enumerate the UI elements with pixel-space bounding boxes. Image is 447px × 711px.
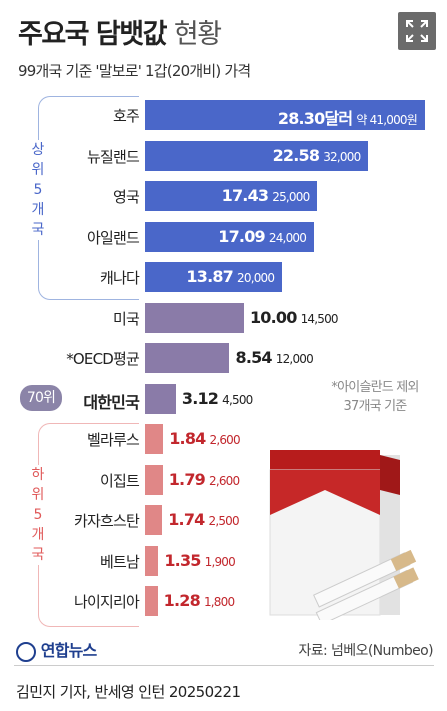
bar (145, 262, 283, 292)
value-krw: 1,900 (204, 554, 236, 569)
category-label: 대한민국 (83, 392, 139, 412)
credit: 김민지 기자, 반세영 인턴 20250221 (16, 683, 241, 701)
value-krw: 25,000 (272, 190, 310, 204)
value-usd: 28.30달러 (277, 109, 353, 128)
value-usd: 17.09 (218, 226, 265, 246)
value-label: 1.28 1,800 (164, 591, 235, 610)
value-krw: 1,800 (203, 595, 235, 609)
bar (145, 140, 369, 171)
value-label: 28.30달러 약 41,000원 (277, 105, 418, 129)
value-label: 8.54 12,000 (235, 348, 314, 367)
category-label: 미국 (112, 309, 140, 328)
value-usd: 1.84 (169, 429, 206, 448)
category-label: 베트남 (99, 552, 140, 571)
divider (14, 665, 434, 666)
bar (145, 545, 159, 576)
value-usd: 1.79 (168, 469, 206, 489)
value-label: 10.00 14,500 (249, 307, 339, 327)
bar (145, 424, 164, 454)
value-usd: 13.87 (186, 267, 234, 286)
source: 자료: 넘베오(Numbeo) (298, 643, 433, 659)
category-label: 벨라루스 (86, 431, 140, 449)
value-label: 1.79 2,600 (169, 470, 240, 489)
value-label: 3.12 4,500 (182, 389, 253, 408)
bar (145, 343, 230, 373)
category-label: 나이지리아 (73, 593, 140, 611)
value-usd: 8.54 (235, 348, 272, 367)
bar (145, 383, 176, 414)
value-label: 22.58 32,000 (272, 145, 362, 165)
value-krw: 약 41,000원 (356, 113, 417, 127)
category-label: 호주 (112, 107, 140, 125)
footnote: *아이슬란드 제외 37개국 기준 (300, 378, 447, 416)
value-label: 17.09 24,000 (218, 226, 307, 246)
footnote-line-2: 37개국 기준 (343, 399, 408, 414)
category-label: 아일랜드 (86, 228, 140, 247)
bar (145, 100, 425, 130)
value-usd: 22.58 (272, 145, 320, 165)
value-krw: 14,500 (300, 311, 339, 326)
value-usd: 3.12 (181, 388, 219, 408)
bar (145, 181, 318, 211)
bar (145, 505, 163, 535)
subtitle: 99개국 기준 '말보로' 1갑(20개비) 가격 (18, 62, 251, 80)
category-label: *OECD평균 (66, 350, 140, 368)
category-label: 이집트 (99, 471, 140, 490)
value-krw: 2,600 (208, 473, 240, 488)
title-bold: 주요국 담뱃값 (18, 19, 167, 50)
logo-text: 연합뉴스 (40, 641, 97, 660)
page-title: 주요국 담뱃값 현황 (18, 12, 222, 51)
value-usd: 17.43 (221, 186, 269, 205)
value-usd: 1.28 (163, 591, 201, 610)
value-label: 13.87 20,000 (186, 267, 275, 286)
expand-button[interactable] (398, 12, 436, 50)
bar (145, 302, 244, 333)
korea-rank-badge: 70위 (20, 385, 62, 411)
value-krw: 2,500 (208, 514, 239, 528)
expand-icon (406, 20, 428, 42)
value-krw: 12,000 (275, 352, 314, 366)
bar (145, 586, 158, 616)
value-usd: 1.35 (164, 550, 201, 570)
value-krw: 4,500 (222, 392, 253, 407)
value-label: 1.84 2,600 (169, 429, 240, 448)
yonhap-logo: 연합뉴스 (16, 637, 97, 662)
title-light: 현황 (173, 19, 222, 50)
category-label: 뉴질랜드 (86, 147, 140, 166)
value-krw: 24,000 (268, 230, 307, 245)
value-usd: 10.00 (249, 307, 297, 327)
value-krw: 2,600 (209, 433, 240, 447)
value-label: 1.35 1,900 (164, 551, 235, 570)
value-label: 1.74 2,500 (168, 510, 239, 529)
value-usd: 1.74 (168, 510, 205, 529)
value-krw: 32,000 (323, 149, 361, 164)
footnote-line-1: *아이슬란드 제외 (331, 380, 419, 395)
category-label: 캐나다 (99, 269, 140, 287)
value-krw: 20,000 (237, 271, 275, 285)
category-label: 카자흐스탄 (73, 512, 140, 530)
bar (145, 464, 163, 495)
globe-icon (16, 641, 36, 662)
bar (145, 221, 315, 252)
value-label: 17.43 25,000 (221, 186, 311, 205)
cigarette-pack-illustration (269, 450, 419, 620)
category-label: 영국 (112, 188, 140, 206)
